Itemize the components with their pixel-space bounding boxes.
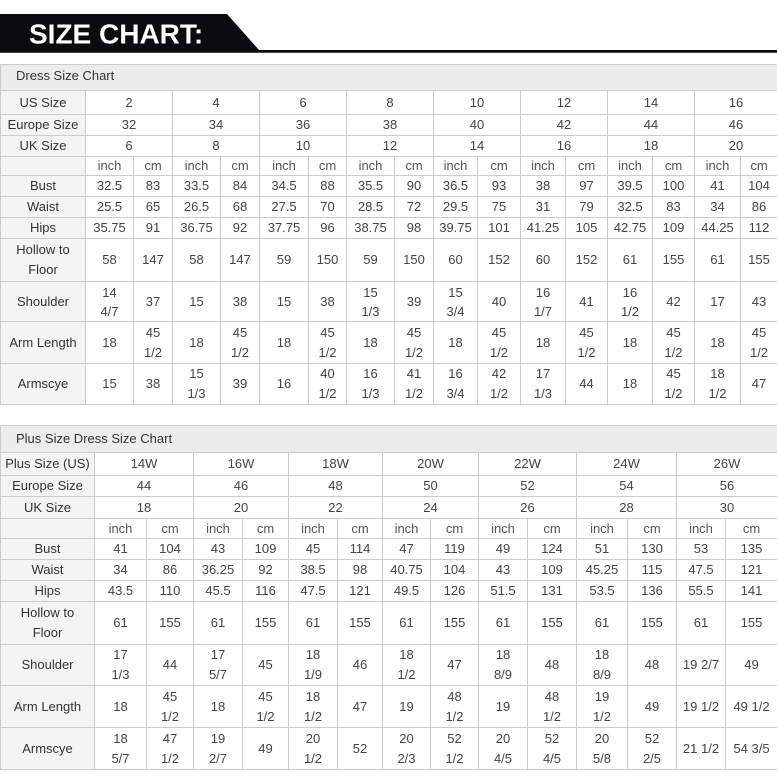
svg-text:SIZE CHART:: SIZE CHART: [29,19,203,50]
